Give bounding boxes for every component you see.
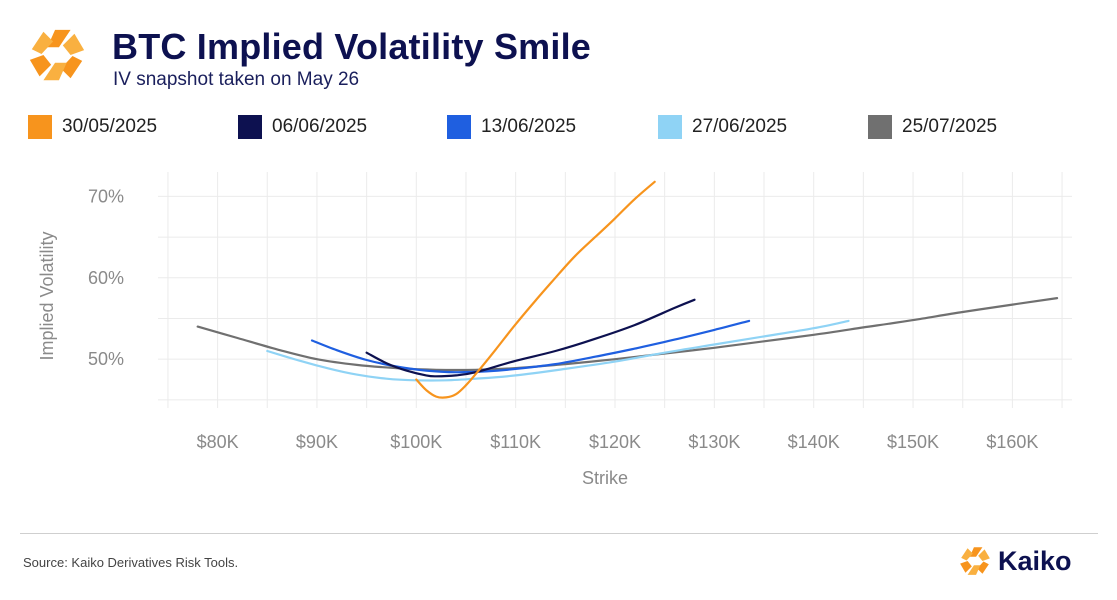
y-tick-label: 70%	[88, 186, 124, 206]
brand-name: Kaiko	[998, 545, 1072, 576]
series-line-06-06-2025	[365, 298, 696, 378]
x-tick-label: $120K	[589, 432, 641, 452]
source-note: Source: Kaiko Derivatives Risk Tools.	[23, 555, 239, 570]
legend-label: 13/06/2025	[481, 116, 577, 137]
brand-logo: Kaiko	[958, 543, 1072, 579]
y-tick-label: 60%	[88, 268, 124, 288]
legend-item-13-06-2025[interactable]: 13/06/2025	[447, 112, 576, 142]
x-tick-label: $90K	[296, 432, 338, 452]
legend-swatch	[238, 115, 262, 139]
legend-label: 06/06/2025	[272, 116, 368, 137]
series-line-30-05-2025	[415, 180, 656, 399]
legend-label: 25/07/2025	[902, 116, 998, 137]
legend-swatch	[28, 115, 52, 139]
legend-item-25-07-2025[interactable]: 25/07/2025	[868, 112, 997, 142]
series-line-27-06-2025	[266, 319, 850, 382]
series-line-25-07-2025	[196, 297, 1059, 372]
series-line-13-06-2025	[310, 319, 751, 374]
legend-item-06-06-2025[interactable]: 06/06/2025	[238, 112, 367, 142]
chart-subtitle: IV snapshot taken on May 26	[113, 69, 360, 90]
x-tick-label: $110K	[490, 432, 541, 452]
x-tick-label: $150K	[887, 432, 939, 452]
y-axis-title: Implied Volatility	[37, 231, 57, 360]
legend-swatch	[658, 115, 682, 139]
footer-divider	[20, 533, 1098, 534]
x-tick-label: $130K	[688, 432, 740, 452]
kaiko-logo-icon	[29, 29, 85, 81]
x-tick-label: $140K	[788, 432, 840, 452]
x-tick-label: $160K	[986, 432, 1038, 452]
legend-label: 27/06/2025	[692, 116, 788, 137]
legend-item-30-05-2025[interactable]: 30/05/2025	[28, 112, 157, 142]
legend: 30/05/2025 06/06/2025 13/06/2025 27/06/2…	[0, 112, 1117, 142]
legend-swatch	[447, 115, 471, 139]
legend-label: 30/05/2025	[62, 116, 158, 137]
legend-swatch	[868, 115, 892, 139]
chart-plot: 50% 60% 70% $80K $90K $100K $110K $120K $130K $14…	[37, 172, 1072, 488]
x-axis-title: Strike	[582, 468, 628, 488]
x-tick-label: $80K	[197, 432, 239, 452]
kaiko-logo-icon	[960, 547, 990, 575]
chart-title: BTC Implied Volatility Smile	[112, 26, 592, 67]
x-tick-label: $100K	[390, 432, 442, 452]
legend-item-27-06-2025[interactable]: 27/06/2025	[658, 112, 787, 142]
y-tick-label: 50%	[88, 349, 124, 369]
